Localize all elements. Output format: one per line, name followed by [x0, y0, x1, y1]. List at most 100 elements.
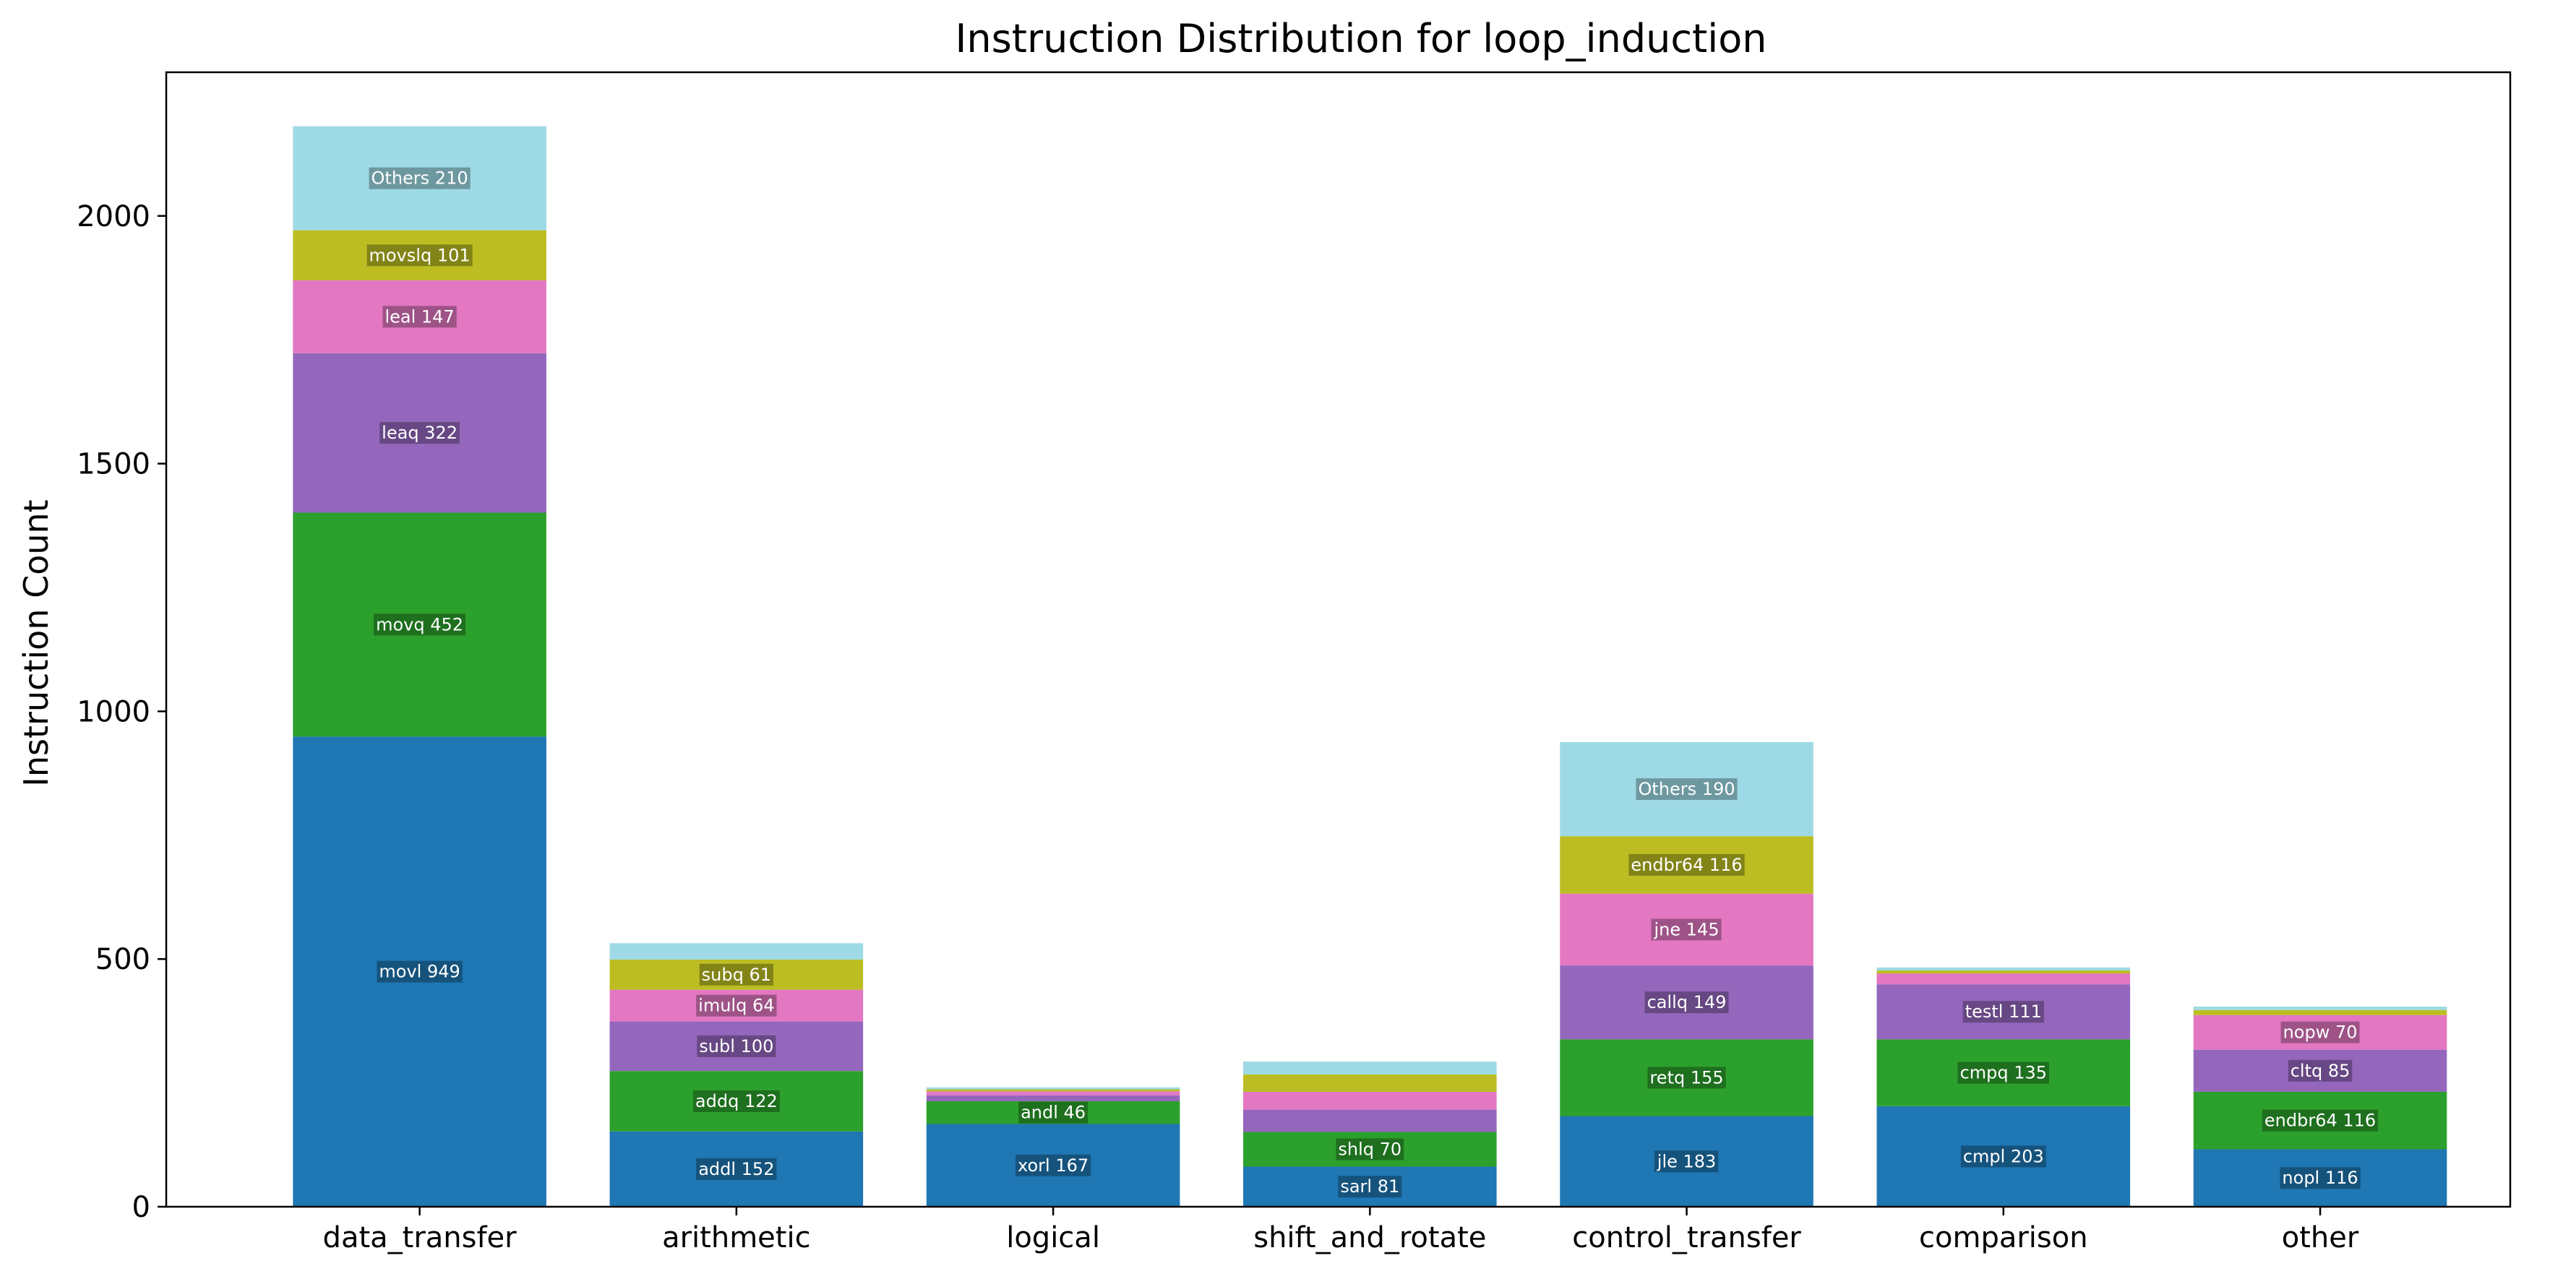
bar-label-background [2280, 1021, 2360, 1043]
bar-label-background [1016, 1154, 1091, 1176]
y-tick-label: 1500 [77, 448, 150, 481]
bar-data-label: addl 152 [698, 1159, 774, 1179]
bar-label-background [382, 306, 457, 328]
bar-segment-logical-seg4 [926, 1091, 1180, 1095]
bar-segment-shift_and_rotate-others [1243, 1061, 1497, 1075]
axes-group: 0 500 1000 1500 2000 data_transfer arithmetic l… [77, 200, 2359, 1254]
bar-label-background [1644, 991, 1729, 1014]
bar-segment-shift_and_rotate-sarl [1243, 1166, 1497, 1207]
bar-data-label: addq 122 [695, 1091, 778, 1111]
bar-label-background [366, 244, 473, 267]
bar-data-label: xorl 167 [1018, 1155, 1089, 1176]
bar-segment-comparison-others [1876, 967, 2131, 970]
bar-data-label: Others 190 [1639, 779, 1735, 799]
bar-segment-control_transfer-others [1560, 741, 1813, 837]
chart-title: Instruction Distribution for loop_induct… [955, 16, 1766, 61]
bar-label-background [699, 963, 774, 986]
bar-label-background [379, 422, 460, 444]
bar-segment-comparison-seg4 [1876, 973, 2131, 985]
bar-label-background [1338, 1176, 1402, 1198]
bar-data-label: imulq 64 [698, 996, 774, 1016]
bar-label-background [1647, 1067, 1726, 1089]
bar-data-label: testl 111 [1965, 1002, 2042, 1022]
bar-segment-data_transfer-movq [293, 512, 546, 737]
bar-segment-other-nopl [2193, 1149, 2447, 1207]
y-tick-label: 2000 [77, 200, 150, 233]
bar-segment-logical-seg5 [926, 1089, 1180, 1092]
bar-segment-shift_and_rotate-shlq [1243, 1132, 1497, 1167]
bar-data-label: leaq 322 [382, 423, 458, 443]
bar-segment-control_transfer-endbr64 [1560, 836, 1813, 894]
bar-label-background [1336, 1138, 1404, 1160]
x-tick-label: other [2282, 1221, 2359, 1254]
bar-segment-other-seg5 [2193, 1009, 2447, 1015]
bar-label-background [1957, 1061, 2050, 1084]
bar-data-label: cmpl 203 [1963, 1146, 2044, 1166]
bar-label-background [697, 1035, 776, 1057]
bar-data-label: cmpq 135 [1960, 1063, 2047, 1083]
bar-label-background [1962, 1001, 2044, 1023]
x-tick-label: comparison [1919, 1221, 2088, 1254]
bar-segment-arithmetic-imulq [609, 989, 864, 1022]
bar-label-background [369, 167, 471, 189]
bar-data-label: jne 145 [1654, 919, 1720, 939]
bar-segment-other-others [2193, 1007, 2447, 1010]
bar-data-label: callq 149 [1647, 992, 1727, 1012]
bar-segment-data_transfer-others [293, 126, 546, 231]
bar-data-label: shlq 70 [1338, 1139, 1401, 1159]
bar-data-label: nopl 116 [2282, 1168, 2358, 1188]
bar-label-background [696, 1158, 777, 1180]
bar-label-background [2280, 1167, 2361, 1189]
bar-segment-comparison-cmpq [1876, 1039, 2131, 1106]
bar-segment-logical-andl [926, 1101, 1180, 1124]
bar-segment-comparison-testl [1876, 984, 2131, 1040]
bar-data-label: jle 183 [1657, 1151, 1717, 1171]
x-tick-label: arithmetic [662, 1221, 810, 1254]
bar-segment-control_transfer-jle [1560, 1116, 1813, 1207]
x-tick-label: logical [1006, 1221, 1100, 1254]
bar-segment-logical-xorl [926, 1124, 1180, 1207]
bar-data-label: sarl 81 [1340, 1176, 1399, 1197]
bar-data-label: endbr64 116 [2264, 1111, 2376, 1131]
y-tick-label: 1000 [77, 695, 150, 728]
bar-data-label: cltq 85 [2291, 1061, 2350, 1081]
bar-segment-other-cltq [2193, 1049, 2447, 1092]
bar-data-label: endbr64 116 [1631, 855, 1742, 875]
bar-label-background [2262, 1109, 2379, 1132]
bar-segment-data_transfer-movl [293, 736, 546, 1207]
bar-label-background [2288, 1059, 2353, 1082]
bar-label-background [1654, 1150, 1719, 1173]
bar-label-background [1636, 778, 1738, 801]
bar-label-background [1628, 853, 1745, 876]
bar-label-background [377, 960, 463, 983]
bar-data-label: movl 949 [379, 962, 460, 982]
y-tick-label: 500 [95, 943, 150, 976]
bar-data-label: subl 100 [699, 1036, 773, 1056]
bar-data-label: movq 452 [376, 614, 463, 634]
bar-segment-arithmetic-subq [609, 959, 864, 990]
bar-segment-control_transfer-retq [1560, 1039, 1813, 1116]
bar-segment-logical-seg3 [926, 1095, 1180, 1101]
bar-segment-logical-others [926, 1087, 1180, 1090]
bar-segment-data_transfer-movslq [293, 230, 546, 280]
bar-segment-other-nopw [2193, 1015, 2447, 1050]
y-axis-label: Instruction Count [17, 499, 56, 786]
bar-segment-arithmetic-others [609, 943, 864, 960]
bar-data-label: movslq 101 [369, 245, 471, 265]
bar-segment-comparison-seg5 [1876, 970, 2131, 974]
x-tick-label: control_transfer [1572, 1221, 1801, 1254]
bar-data-label: retq 155 [1649, 1067, 1723, 1088]
bars-group: movl 949 movq 452 leaq 322 leal 147 movslq 1… [293, 126, 2447, 1207]
bar-segment-data_transfer-leaq [293, 353, 546, 513]
bar-segment-arithmetic-subl [609, 1021, 864, 1072]
bar-label-background [1018, 1101, 1089, 1124]
y-tick-label: 0 [132, 1191, 150, 1224]
bar-segment-other-endbr64 [2193, 1091, 2447, 1150]
bar-label-background [1960, 1145, 2046, 1168]
bar-segment-arithmetic-addq [609, 1071, 864, 1132]
bar-label-background [374, 613, 466, 636]
bar-data-label: nopw 70 [2283, 1022, 2358, 1043]
bar-data-label: subq 61 [702, 965, 771, 985]
bar-data-label: andl 46 [1021, 1103, 1086, 1123]
